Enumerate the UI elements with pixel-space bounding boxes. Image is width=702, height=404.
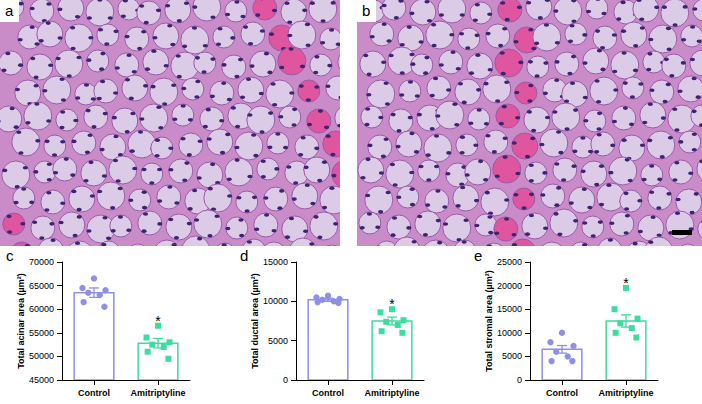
svg-text:5000: 5000 bbox=[502, 351, 522, 361]
svg-text:15000: 15000 bbox=[497, 304, 522, 314]
svg-text:Control: Control bbox=[312, 388, 344, 398]
svg-text:45000: 45000 bbox=[29, 375, 54, 385]
svg-text:25000: 25000 bbox=[497, 257, 522, 267]
svg-text:*: * bbox=[155, 313, 161, 329]
svg-text:15000: 15000 bbox=[263, 257, 288, 267]
svg-text:0: 0 bbox=[283, 375, 288, 385]
html-text:b: b bbox=[362, 2, 371, 19]
svg-text:Total stromal area (µm²): Total stromal area (µm²) bbox=[484, 270, 494, 372]
svg-text:c: c bbox=[6, 248, 14, 264]
svg-text:Amitriptyline: Amitriptyline bbox=[598, 388, 653, 398]
svg-text:Total ductal area (µm²): Total ductal area (µm²) bbox=[250, 273, 260, 369]
svg-text:Amitriptyline: Amitriptyline bbox=[130, 388, 185, 398]
svg-text:65000: 65000 bbox=[29, 281, 54, 291]
svg-text:10000: 10000 bbox=[497, 328, 522, 338]
svg-text:Amitriptyline: Amitriptyline bbox=[364, 388, 419, 398]
svg-text:5000: 5000 bbox=[268, 336, 288, 346]
svg-text:*: * bbox=[623, 275, 629, 291]
svg-text:70000: 70000 bbox=[29, 257, 54, 267]
svg-text:Control: Control bbox=[78, 388, 110, 398]
svg-text:*: * bbox=[389, 296, 395, 312]
svg-text:Control: Control bbox=[546, 388, 578, 398]
svg-text:d: d bbox=[240, 248, 248, 264]
svg-text:55000: 55000 bbox=[29, 328, 54, 338]
svg-text:e: e bbox=[474, 248, 482, 264]
svg-text:0: 0 bbox=[517, 375, 522, 385]
svg-text:20000: 20000 bbox=[497, 281, 522, 291]
html-text:a: a bbox=[5, 2, 14, 19]
svg-text:Total acinar area (µm²): Total acinar area (µm²) bbox=[16, 273, 26, 369]
svg-text:50000: 50000 bbox=[29, 351, 54, 361]
svg-text:10000: 10000 bbox=[263, 296, 288, 306]
svg-text:60000: 60000 bbox=[29, 304, 54, 314]
